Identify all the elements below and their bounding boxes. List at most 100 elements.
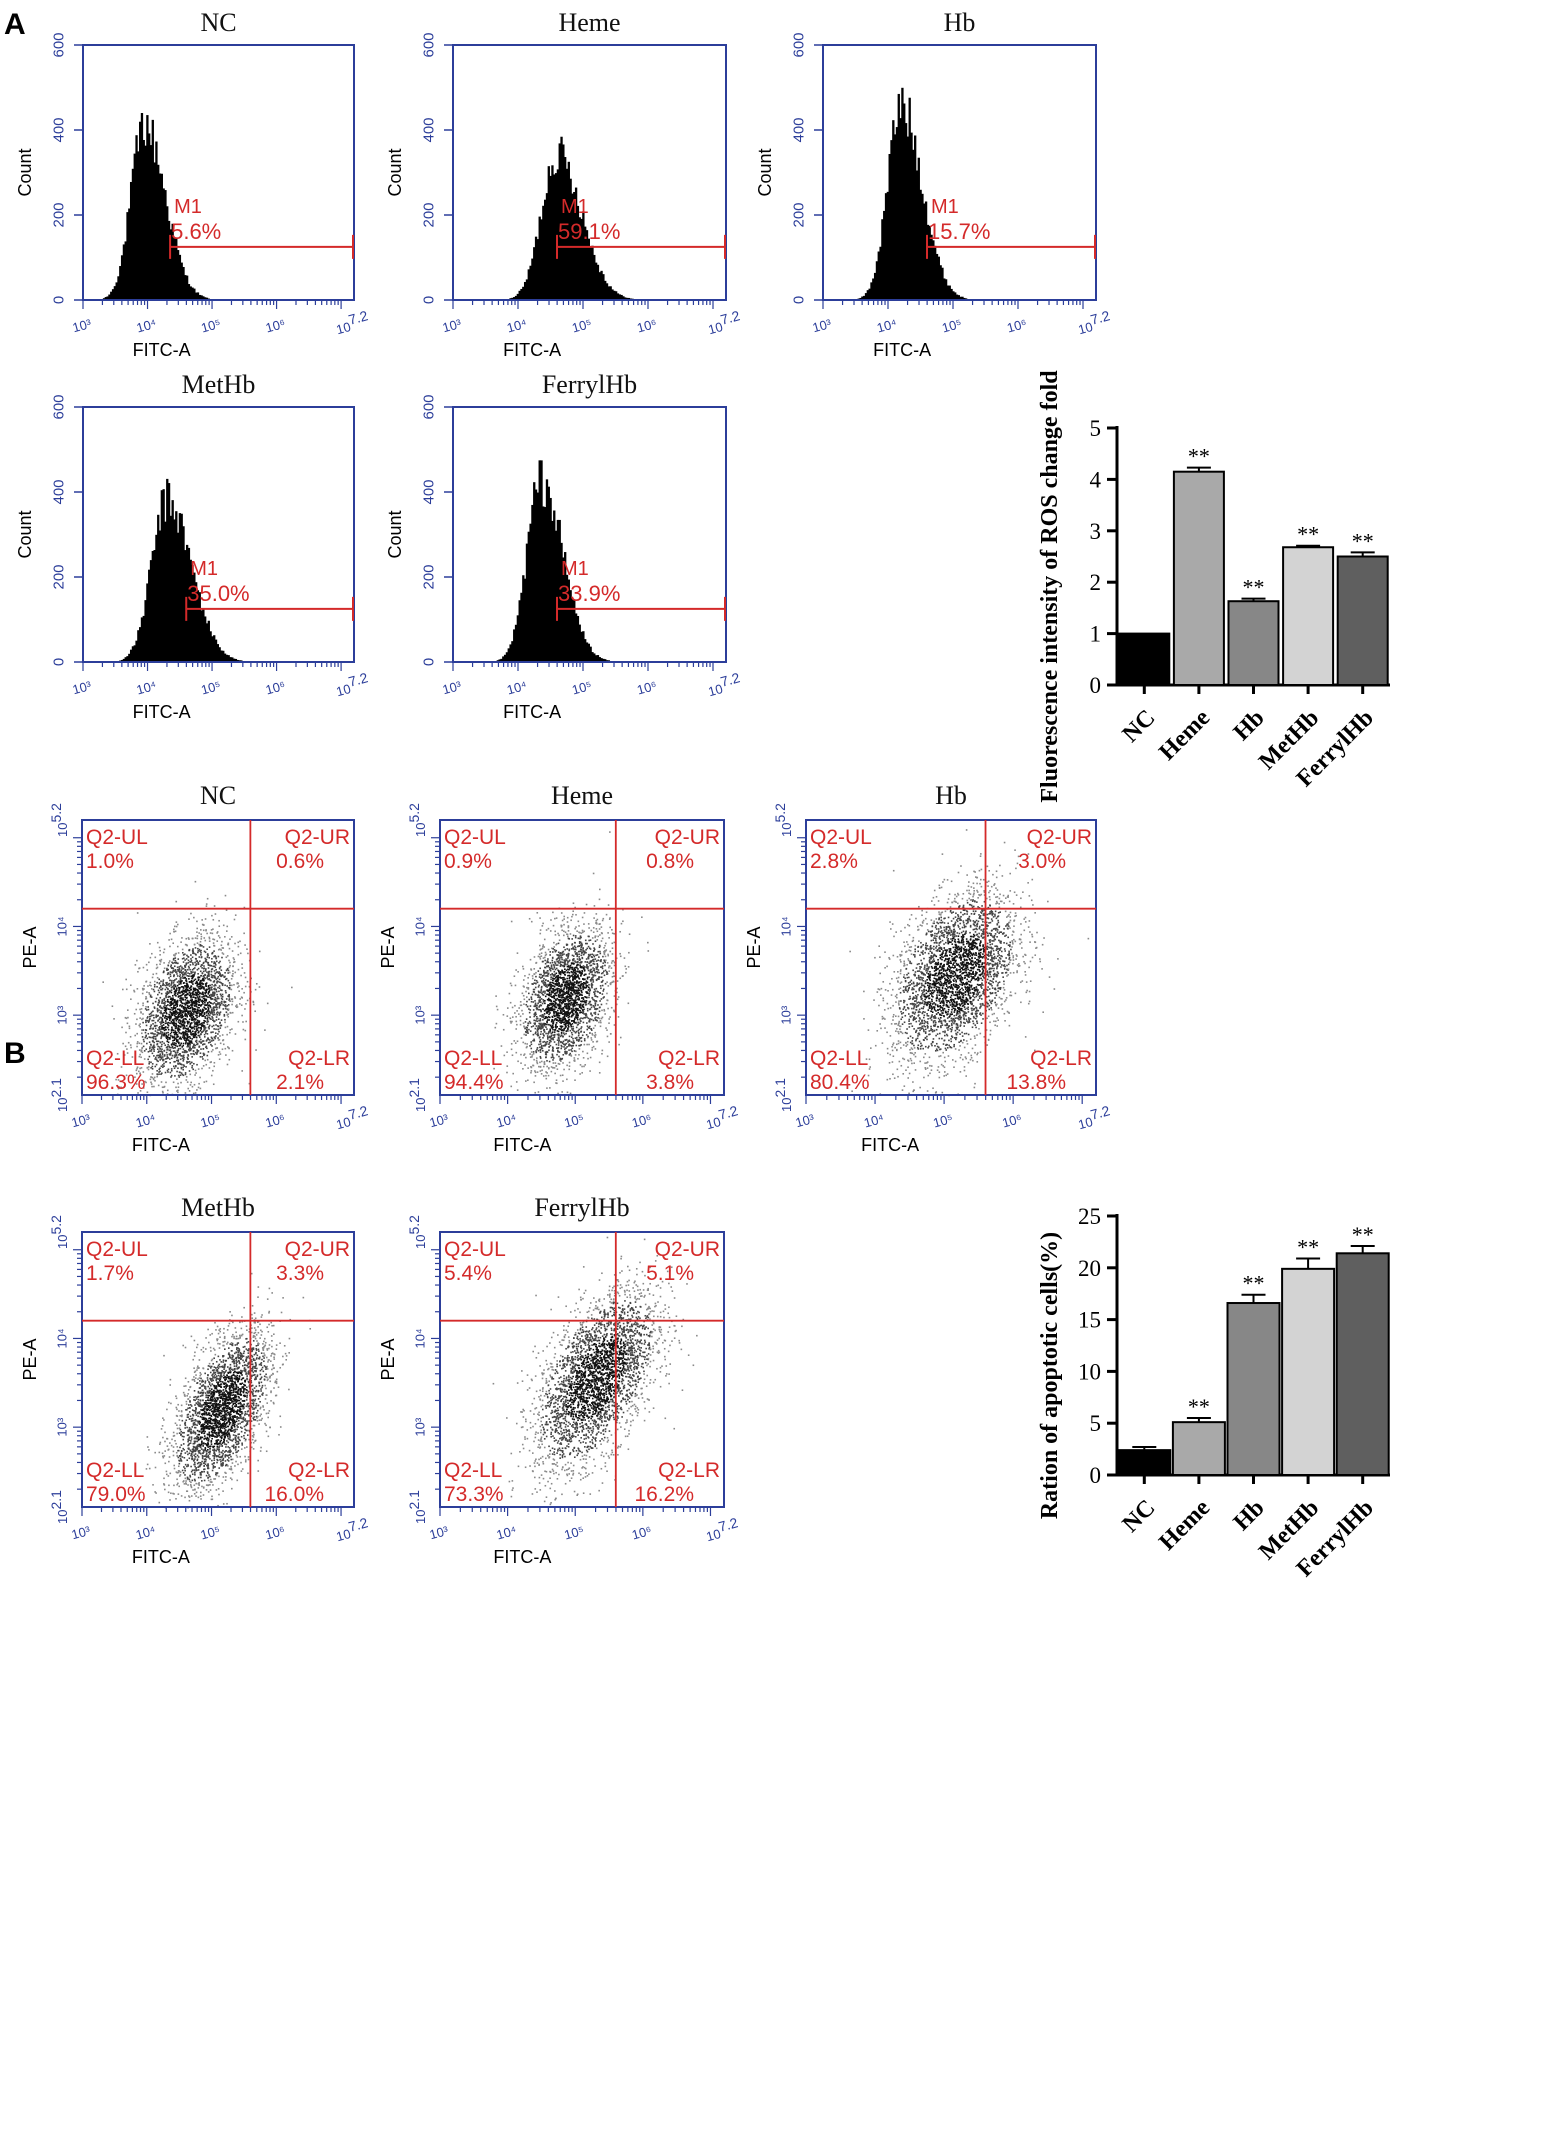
event-dot: [170, 1076, 172, 1078]
event-dot: [211, 1016, 213, 1018]
x-tick-label: 10⁵: [199, 678, 222, 698]
event-dot: [174, 1027, 177, 1030]
event-dot: [532, 1051, 535, 1053]
histogram-bin: [231, 657, 234, 662]
event-dot: [182, 1024, 184, 1027]
event-dot: [164, 984, 167, 987]
event-dot: [548, 1004, 551, 1007]
event-dot: [549, 1002, 551, 1005]
event-dot: [221, 940, 223, 943]
event-dot: [227, 943, 230, 946]
event-dot: [164, 1000, 167, 1003]
event-dot: [216, 1012, 218, 1014]
event-dot: [194, 1000, 197, 1003]
event-dot: [606, 992, 608, 995]
event-dot: [580, 987, 582, 990]
histogram-bin: [547, 486, 550, 662]
event-dot: [602, 917, 605, 920]
event-dot: [201, 978, 204, 981]
event-dot: [138, 1042, 141, 1045]
event-dot: [182, 952, 184, 954]
histogram-bin: [954, 292, 957, 300]
event-dot: [213, 1011, 215, 1014]
plot-title: NC: [200, 781, 236, 810]
event-dot: [202, 970, 205, 973]
event-dot: [540, 955, 543, 957]
event-dot: [594, 935, 597, 937]
event-dot: [236, 1004, 238, 1006]
event-dot: [158, 1000, 161, 1003]
event-dot: [177, 1086, 180, 1088]
event-dot: [218, 1051, 221, 1053]
event-dot: [573, 1057, 576, 1059]
event-dot: [196, 983, 199, 985]
histogram-bin: [605, 283, 609, 300]
histogram-bin: [193, 288, 196, 300]
event-dot: [156, 993, 159, 996]
event-dot: [576, 1018, 579, 1021]
event-dot: [201, 985, 204, 988]
event-dot: [197, 1009, 200, 1012]
event-dot: [179, 965, 182, 967]
event-dot: [202, 1014, 204, 1017]
event-dot: [167, 1057, 170, 1059]
event-dot: [592, 1045, 595, 1048]
event-dot: [527, 1022, 529, 1025]
event-dot: [166, 991, 169, 993]
event-dot: [177, 1021, 180, 1023]
histogram-bin: [148, 133, 151, 300]
event-dot: [213, 1028, 215, 1030]
event-dot: [214, 966, 217, 969]
event-dot: [182, 992, 185, 995]
event-dot: [156, 1073, 158, 1075]
event-dot: [183, 973, 185, 975]
event-dot: [141, 1047, 143, 1050]
event-dot: [579, 935, 582, 937]
event-dot: [171, 985, 174, 988]
histogram-bin: [117, 276, 120, 300]
event-dot: [150, 1027, 152, 1030]
event-dot: [123, 1054, 126, 1056]
event-dot: [538, 1027, 540, 1029]
event-dot: [163, 1027, 166, 1029]
event-dot: [158, 1071, 160, 1073]
event-dot: [525, 1056, 527, 1059]
event-dot: [178, 991, 181, 994]
y-tick-label: 0: [421, 658, 438, 666]
event-dot: [593, 1034, 596, 1037]
event-dot: [537, 970, 540, 972]
event-dot: [205, 990, 207, 993]
event-dot: [202, 1030, 204, 1033]
event-dot: [568, 994, 571, 996]
event-dot: [177, 1089, 179, 1092]
event-dot: [187, 1030, 190, 1033]
event-dot: [183, 1034, 185, 1037]
event-dot: [179, 1053, 181, 1055]
event-dot: [225, 977, 228, 980]
histogram-bin: [558, 143, 561, 300]
event-dot: [200, 1041, 203, 1043]
event-dot: [552, 924, 555, 927]
event-dot: [220, 989, 222, 991]
event-dot: [590, 1037, 593, 1039]
event-dot: [550, 965, 553, 968]
event-dot: [214, 1006, 216, 1009]
event-dot: [168, 1019, 171, 1022]
histogram-bin: [171, 500, 174, 662]
event-dot: [550, 1025, 553, 1028]
event-dot: [218, 978, 221, 981]
event-dot: [548, 1010, 550, 1013]
event-dot: [527, 976, 529, 979]
event-dot: [224, 935, 226, 938]
event-dot: [564, 1048, 566, 1050]
event-dot: [529, 958, 532, 961]
bar-hb: [1227, 600, 1280, 687]
event-dot: [157, 1056, 160, 1059]
event-dot: [213, 1061, 216, 1064]
event-dot: [534, 979, 536, 982]
event-dot: [142, 1087, 145, 1089]
event-dot: [576, 955, 578, 958]
event-dot: [145, 1021, 147, 1024]
event-dot: [182, 993, 184, 996]
event-dot: [592, 1005, 595, 1007]
